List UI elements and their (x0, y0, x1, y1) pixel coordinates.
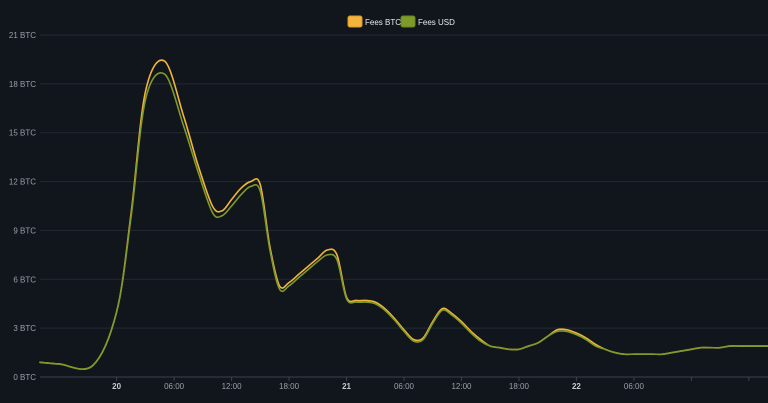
x-tick-label: 06:00 (394, 382, 415, 391)
x-tick-label: 21 (342, 382, 351, 391)
y-tick-label: 15 BTC (9, 129, 36, 138)
x-tick-label: 18:00 (509, 382, 530, 391)
y-tick-label: 0 BTC (13, 373, 36, 382)
series-line-fees-usd[interactable] (39, 72, 768, 370)
legend[interactable]: Fees BTC Fees USD (347, 15, 455, 28)
x-tick-label: 20 (112, 382, 121, 391)
legend-label-fees-usd: Fees USD (418, 18, 455, 27)
x-tick-label: 12:00 (222, 382, 243, 391)
legend-swatch-fees-btc (347, 15, 363, 28)
x-tick-label: 06:00 (624, 382, 645, 391)
grid-layer (40, 34, 768, 329)
x-tick-label: 18:00 (279, 382, 300, 391)
y-tick-label: 9 BTC (13, 226, 36, 235)
x-tick-label: 22 (572, 382, 581, 391)
series-layer (39, 59, 768, 370)
x-tick-label: 12:00 (451, 382, 472, 391)
y-tick-label: 18 BTC (9, 80, 36, 89)
legend-label-fees-btc: Fees BTC (365, 18, 401, 27)
y-tick-label: 21 BTC (9, 31, 36, 40)
legend-item-fees-usd[interactable]: Fees USD (400, 15, 455, 28)
y-tick-label: 12 BTC (9, 178, 36, 187)
axis-layer: 0 BTC 3 BTC 6 BTC 9 BTC 12 BTC 15 BTC 18 BTC 21… (9, 31, 768, 391)
legend-swatch-fees-usd (400, 15, 416, 28)
x-tick-label: 06:00 (164, 382, 185, 391)
legend-item-fees-btc[interactable]: Fees BTC (347, 15, 401, 28)
series-line-fees-btc[interactable] (39, 59, 768, 370)
y-tick-label: 3 BTC (13, 324, 36, 333)
y-tick-label: 6 BTC (13, 275, 36, 284)
